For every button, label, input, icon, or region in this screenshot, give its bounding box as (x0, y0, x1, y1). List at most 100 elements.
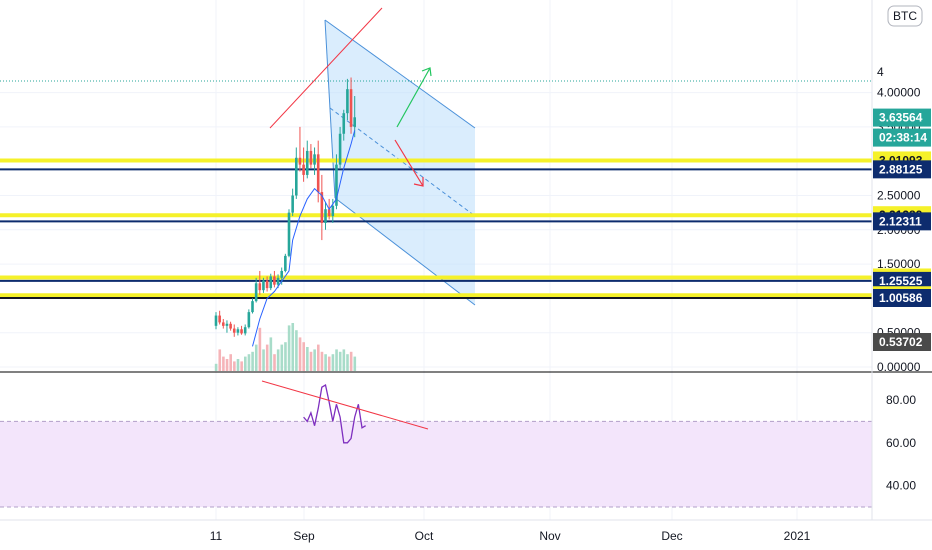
candle (324, 202, 327, 230)
volume-bar (313, 349, 316, 371)
level-badge: 2.88125 (873, 160, 931, 179)
price-tick-label: 4.00000 (877, 86, 921, 100)
price-tick-label: 1.50000 (877, 257, 921, 271)
current-price-badge: 3.63564 (873, 108, 931, 127)
candle (222, 318, 225, 329)
volume-bar (222, 356, 225, 371)
price-tick-label: 0.00000 (877, 360, 921, 374)
volume-bar (262, 349, 265, 371)
volume-bar (287, 325, 291, 371)
volume-bar (320, 351, 324, 371)
candle (262, 277, 265, 293)
volume-bar (324, 354, 327, 371)
volume-bar (291, 323, 295, 371)
volume-bar (254, 344, 258, 371)
volume-bar (214, 363, 218, 371)
volume-bar (338, 351, 342, 371)
level-badge: 1.00586 (873, 288, 931, 307)
time-tick-label: Oct (415, 529, 434, 543)
time-tick-label: Sep (293, 529, 315, 543)
volume-bar (269, 337, 273, 371)
candle (302, 147, 305, 182)
time-tick-label: Dec (661, 529, 682, 543)
candle (335, 154, 338, 210)
svg-text:2.88125: 2.88125 (879, 162, 923, 176)
candle (273, 270, 276, 288)
rsi-tick-label: 80.00 (886, 393, 916, 407)
currency-label: BTC (893, 9, 917, 23)
candle (269, 273, 273, 291)
volume-bar (349, 351, 353, 371)
candle (349, 77, 353, 134)
candle (284, 253, 287, 273)
currency-badge[interactable]: BTC (887, 5, 923, 27)
candle (247, 309, 251, 329)
volume-bar (346, 354, 349, 371)
candle (232, 324, 236, 337)
candle (291, 188, 294, 217)
candle (338, 126, 342, 169)
level-badge: 1.25525 (873, 271, 931, 290)
volume-bar (342, 349, 346, 371)
volume-bar (309, 351, 313, 371)
svg-text:0.53702: 0.53702 (879, 335, 923, 349)
channel-upper-line (324, 19, 476, 129)
volume-bar (247, 354, 251, 371)
time-tick-label: Nov (539, 529, 560, 543)
time-axis[interactable]: 11 Sep Oct Nov Dec 2021 (210, 529, 811, 543)
candle (214, 312, 218, 330)
rsi-line (303, 384, 366, 444)
candle (320, 174, 324, 241)
volume-bar (225, 359, 229, 371)
candle (265, 276, 269, 292)
candle (287, 209, 291, 258)
volume-bar (353, 356, 357, 371)
candle (243, 324, 247, 336)
countdown-badge: 02:38:14 (873, 128, 931, 147)
candle (298, 126, 302, 172)
candle (331, 198, 335, 223)
rsi-axis[interactable]: 80.00 60.00 40.00 (886, 393, 916, 493)
bullish-arrow (396, 67, 432, 128)
volume-bar (244, 356, 247, 371)
channel-left-edge (324, 19, 336, 199)
candle (258, 270, 262, 295)
rsi-tick-label: 60.00 (886, 436, 916, 450)
descending-channel[interactable] (324, 19, 476, 306)
level-badge: 2.12311 (873, 212, 931, 231)
candle (229, 321, 232, 331)
volume-bar (302, 342, 305, 371)
price-tick-label: 2.50000 (877, 189, 921, 203)
candle (225, 320, 229, 333)
candle (313, 147, 316, 175)
time-tick-label: 2021 (784, 529, 811, 543)
volume-bar (280, 344, 284, 371)
moving-average-line (252, 130, 356, 347)
bearish-arrow (394, 139, 424, 187)
candle (342, 109, 346, 141)
volume-bar (251, 351, 254, 371)
candle (254, 277, 258, 303)
candle (295, 147, 298, 199)
candle (346, 78, 349, 121)
svg-text:1.00586: 1.00586 (879, 291, 923, 305)
candles (214, 77, 356, 337)
price-badges: 3.6356402:38:143.010932.881252.212892.12… (873, 108, 931, 351)
volume-bar (240, 361, 243, 371)
svg-text:1.25525: 1.25525 (879, 274, 923, 288)
horizontal-levels (0, 158, 872, 299)
price-tick-label: 4 (877, 65, 884, 79)
volume-bar (295, 330, 298, 371)
candle (251, 298, 254, 314)
svg-text:3.63564: 3.63564 (879, 111, 923, 125)
volume-bar (327, 356, 331, 371)
volume-bar (331, 354, 335, 371)
volume-bar (236, 359, 240, 371)
svg-text:2.12311: 2.12311 (879, 214, 922, 228)
volume-bar (258, 327, 262, 371)
rsi-pane (0, 384, 872, 508)
volume-bar (317, 344, 320, 371)
svg-text:02:38:14: 02:38:14 (879, 131, 927, 145)
volume-bar (306, 347, 309, 371)
